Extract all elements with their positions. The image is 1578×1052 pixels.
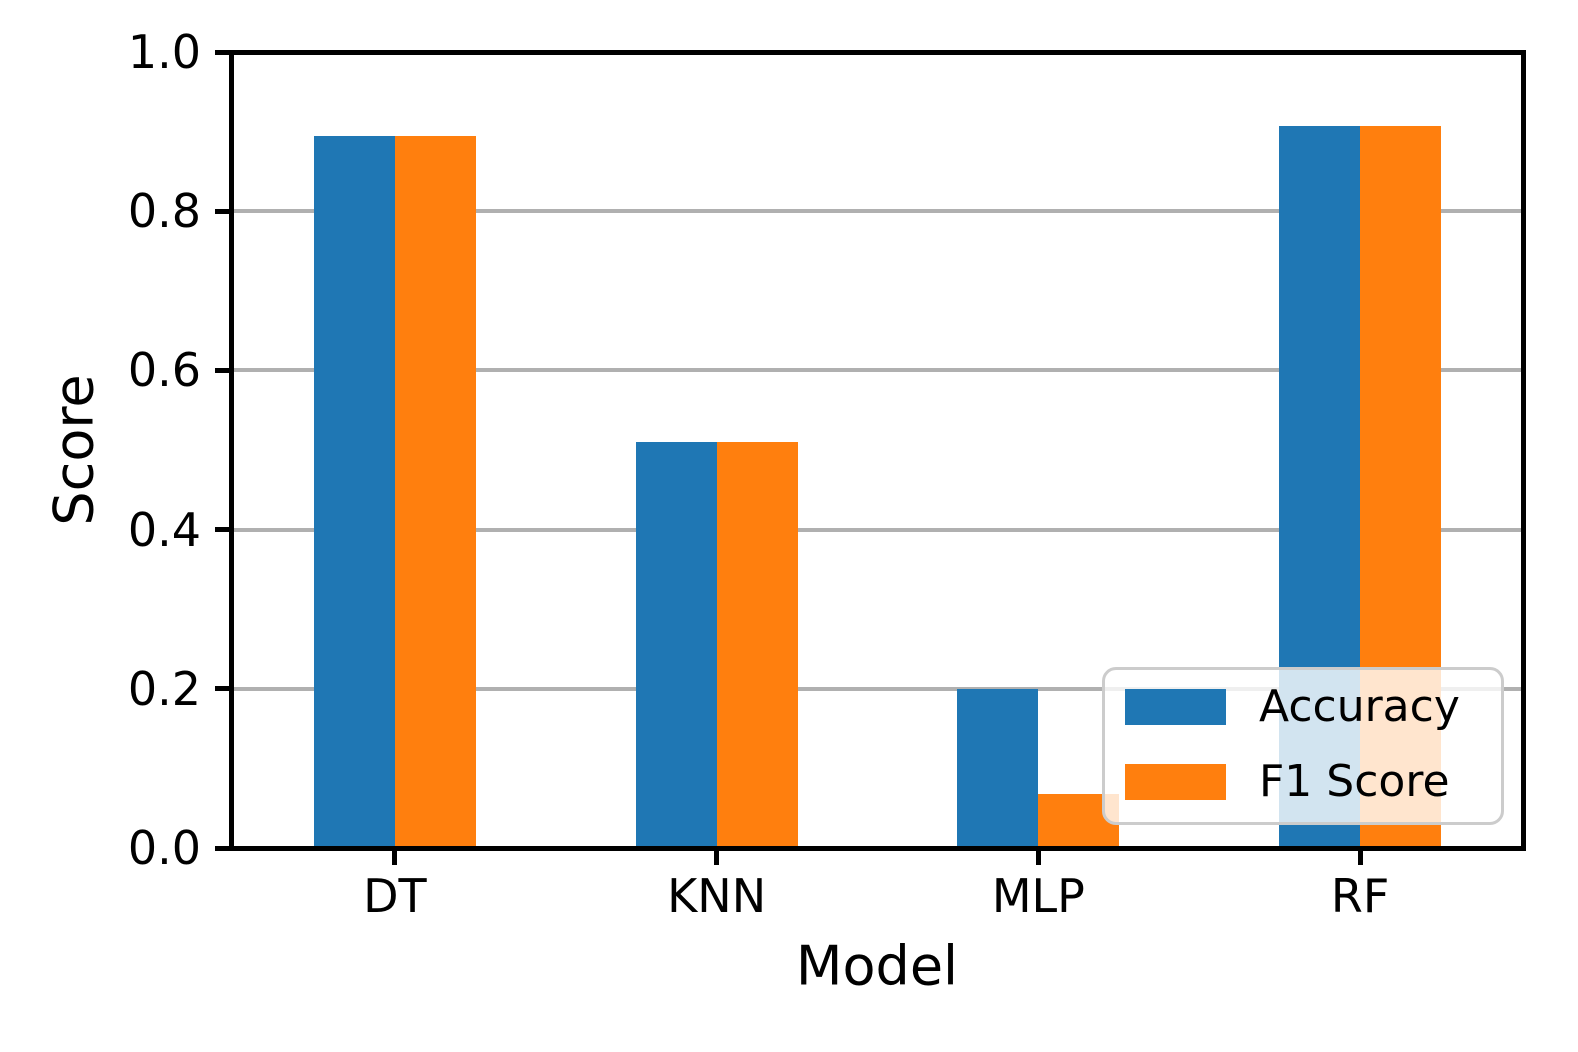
y-tick-0.8	[215, 208, 229, 214]
bar-f1-score-knn	[716, 442, 798, 848]
legend-label-f1-score: F1 Score	[1259, 756, 1450, 807]
y-tick-label-0.2: 0.2	[127, 661, 201, 716]
bar-accuracy-dt	[313, 135, 395, 848]
bar-accuracy-mlp	[957, 688, 1039, 848]
y-axis-title: Score	[42, 374, 106, 526]
legend: Accuracy F1 Score	[1102, 667, 1504, 825]
gridline-0.8	[234, 209, 1521, 214]
y-tick-1.0	[215, 49, 229, 55]
gridline-0.4	[234, 527, 1521, 532]
legend-swatch-f1-score	[1125, 764, 1226, 800]
y-tick-0.6	[215, 367, 229, 373]
y-tick-label-0.4: 0.4	[127, 502, 201, 557]
y-tick-label-1.0: 1.0	[127, 25, 201, 79]
x-tick-label-mlp: MLP	[991, 869, 1085, 923]
x-tick-mlp	[1035, 851, 1041, 865]
y-tick-0.4	[215, 527, 229, 533]
x-tick-dt	[392, 851, 398, 865]
x-tick-rf	[1357, 851, 1363, 865]
x-axis-title: Model	[795, 934, 959, 998]
y-tick-label-0.6: 0.6	[127, 343, 201, 398]
x-tick-label-dt: DT	[363, 869, 427, 923]
x-tick-knn	[714, 851, 720, 865]
gridline-0.2	[234, 686, 1521, 691]
legend-item-f1-score: F1 Score	[1125, 753, 1493, 811]
bar-f1-score-dt	[394, 135, 476, 848]
x-tick-label-knn: KNN	[667, 869, 767, 923]
y-tick-0.0	[215, 845, 229, 851]
y-tick-0.2	[215, 686, 229, 692]
legend-label-accuracy: Accuracy	[1259, 681, 1460, 732]
gridline-0.6	[234, 368, 1521, 373]
y-tick-label-0.8: 0.8	[127, 184, 201, 239]
x-tick-label-rf: RF	[1330, 869, 1390, 923]
y-tick-label-0.0: 0.0	[127, 821, 201, 875]
legend-swatch-accuracy	[1125, 689, 1226, 725]
legend-item-accuracy: Accuracy	[1125, 678, 1493, 736]
bar-accuracy-knn	[635, 442, 717, 848]
